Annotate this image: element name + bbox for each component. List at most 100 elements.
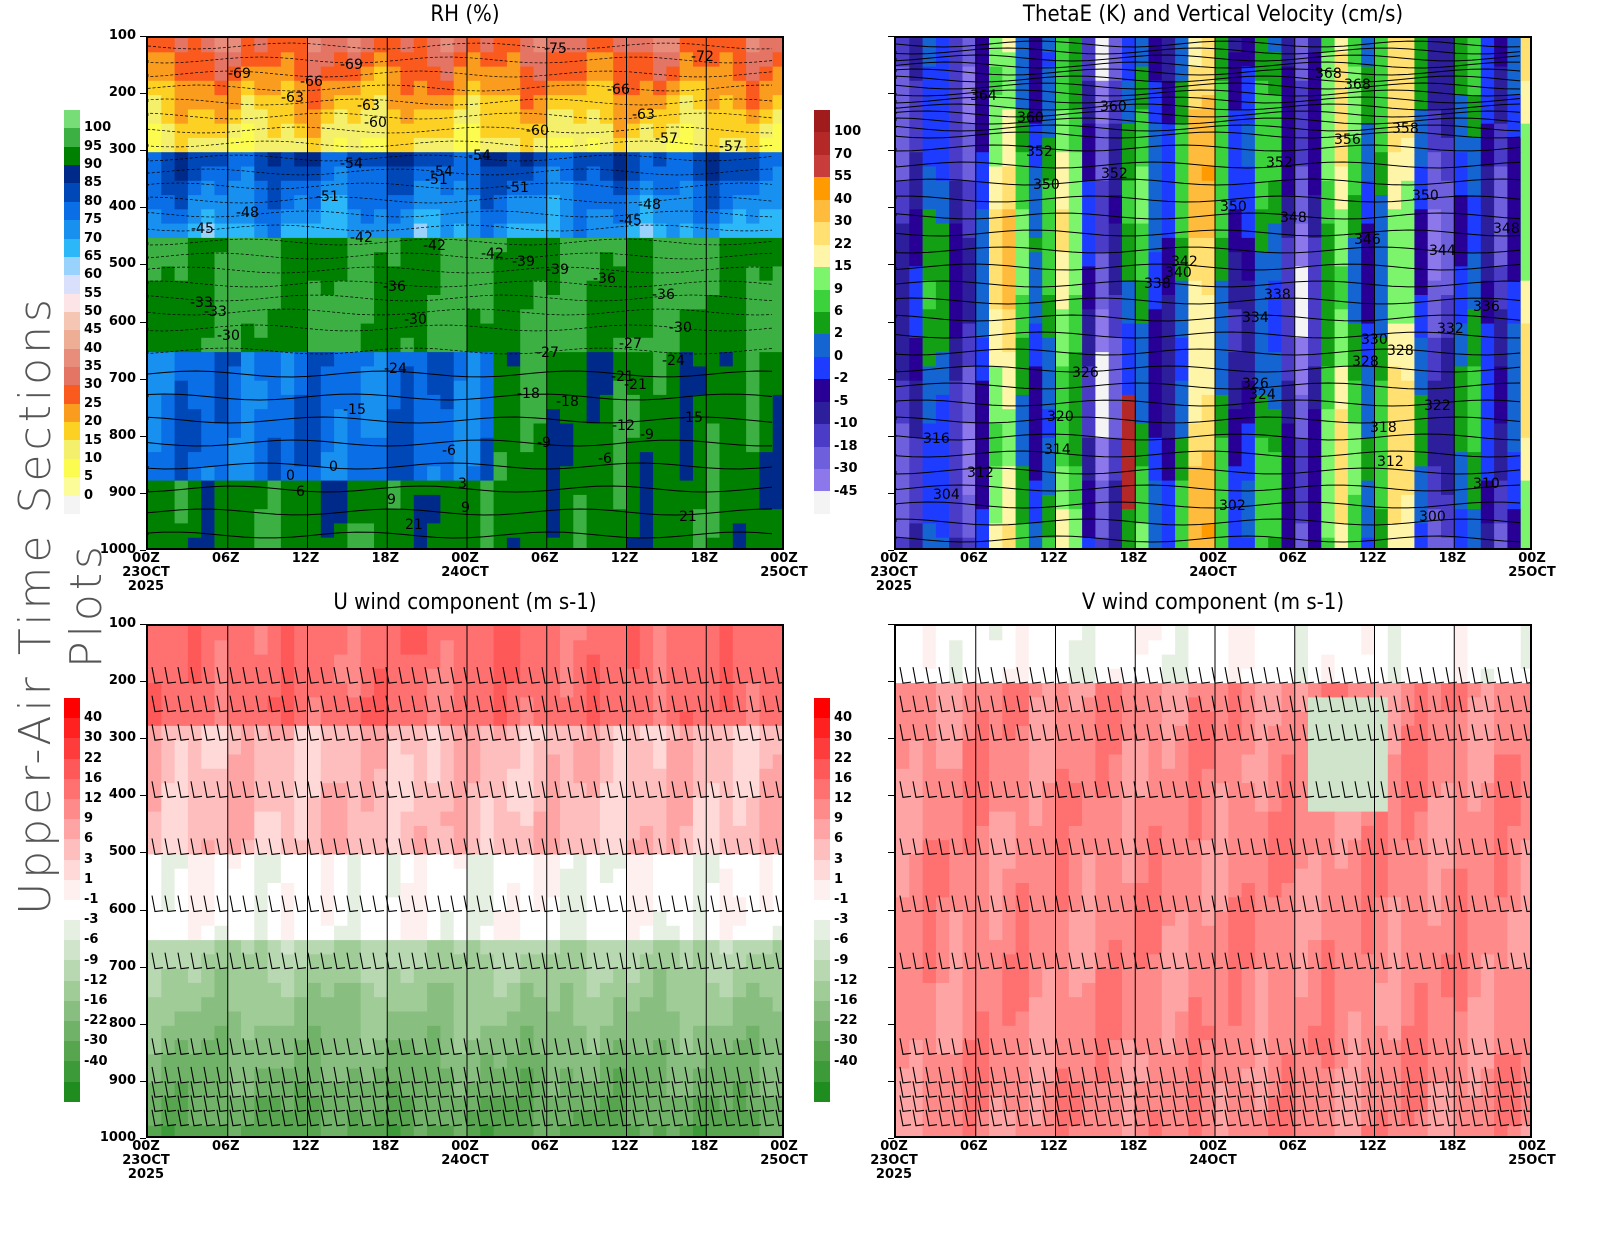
contour-line (896, 47, 1521, 55)
wind-barb (281, 1081, 294, 1098)
colorbar-label: 55 (834, 169, 853, 185)
wind-barb (424, 667, 437, 684)
wind-barb (541, 724, 554, 741)
contour-line (896, 518, 1521, 526)
wind-barb (1159, 1081, 1172, 1098)
colorbar-swatch (814, 778, 830, 799)
wind-barb (1198, 952, 1211, 970)
wind-barb (1302, 952, 1315, 970)
wind-barb (502, 1066, 515, 1084)
wind-barb (554, 1038, 567, 1055)
wind-barb (268, 695, 281, 713)
contour-label: -48 (236, 205, 259, 221)
wind-barb (1094, 1038, 1107, 1055)
plot-area-u_wind (146, 624, 784, 1138)
y-tick-label: 800 (108, 1015, 136, 1031)
wind-barb (749, 838, 762, 856)
wind-barb (190, 1081, 203, 1098)
wind-barb (255, 1081, 268, 1098)
colorbar-swatch (64, 183, 80, 202)
wind-barb (1497, 1109, 1510, 1127)
panel-title-thetae: ThetaE (K) and Vertical Velocity (cm/s) (1022, 2, 1404, 27)
colorbar-swatch (64, 1081, 80, 1102)
wind-barb (1367, 1109, 1380, 1127)
wind-barb (619, 1066, 632, 1084)
wind-barb (1263, 667, 1276, 684)
wind-barb (1198, 895, 1211, 913)
wind-barb (1315, 952, 1328, 970)
contour-line (148, 42, 773, 50)
y-tick-mark (140, 795, 146, 797)
wind-barb (632, 1081, 645, 1098)
wind-barb (684, 1066, 697, 1084)
wind-barb (1055, 1109, 1068, 1127)
wind-barb (1380, 838, 1393, 856)
colorbar-label: -30 (834, 461, 858, 477)
wind-barb (1250, 1109, 1263, 1127)
colorbar-label: -18 (834, 438, 858, 454)
wind-barb (255, 667, 268, 684)
colorbar-label: 5 (84, 469, 94, 485)
wind-barb (762, 1066, 775, 1084)
contour-label: 350 (1412, 188, 1439, 204)
wind-barb (242, 1109, 255, 1127)
wind-barb (1497, 1066, 1510, 1084)
wind-barb (580, 895, 593, 913)
wind-barb (515, 838, 528, 856)
wind-barb (1263, 838, 1276, 856)
contour-line (896, 68, 1521, 76)
wind-barb (593, 724, 606, 741)
wind-barb (619, 952, 632, 970)
wind-barb (398, 1066, 411, 1084)
wind-barb (1276, 1095, 1289, 1113)
wind-barb (684, 1038, 697, 1055)
wind-barb (619, 1081, 632, 1098)
wind-barb (1185, 1095, 1198, 1113)
colorbar-swatch (64, 422, 80, 441)
wind-barb (938, 695, 951, 713)
wind-barb (1471, 781, 1484, 798)
wind-barb (749, 952, 762, 970)
contour-label: 328 (1387, 343, 1414, 359)
wind-barb (1068, 895, 1081, 913)
wind-barb (671, 1081, 684, 1098)
colorbar-label: 80 (84, 193, 103, 209)
wind-barb (1354, 695, 1367, 713)
wind-barb (1185, 895, 1198, 913)
contour-label: 338 (1264, 287, 1291, 303)
contour-line (148, 112, 773, 120)
wind-barb (242, 724, 255, 741)
wind-barb (567, 1095, 580, 1113)
wind-barb (1393, 1066, 1406, 1084)
colorbar-label: 30 (84, 377, 103, 393)
contour-label: -51 (506, 180, 529, 196)
wind-barb (333, 895, 346, 913)
wind-barb (1107, 1066, 1120, 1084)
wind-barb (1419, 838, 1432, 856)
wind-barb (951, 1095, 964, 1113)
wind-barb (424, 895, 437, 913)
wind-barb (1341, 724, 1354, 741)
y-tick-mark (888, 435, 894, 437)
wind-barb (723, 1095, 736, 1113)
wind-barb (177, 1095, 190, 1113)
wind-barb (242, 781, 255, 798)
wind-barb (632, 952, 645, 970)
y-tick-mark (888, 550, 894, 551)
wind-barb (1367, 1038, 1380, 1055)
wind-barb (307, 952, 320, 970)
y-tick-label: 400 (108, 787, 136, 803)
y-tick-label: 200 (108, 85, 136, 101)
wind-barb (528, 838, 541, 856)
wind-barb (294, 895, 307, 913)
wind-barb (1276, 952, 1289, 970)
contour-label: 310 (1473, 476, 1500, 492)
colorbar-label: -16 (834, 993, 858, 1008)
y-tick-mark (888, 795, 894, 797)
wind-barb (990, 667, 1003, 684)
x-tick-label: 00Z 24OCT (441, 551, 489, 580)
wind-barb (1380, 781, 1393, 798)
y-tick-mark (140, 738, 146, 740)
wind-barb (541, 895, 554, 913)
contour-label: -9 (537, 435, 551, 451)
